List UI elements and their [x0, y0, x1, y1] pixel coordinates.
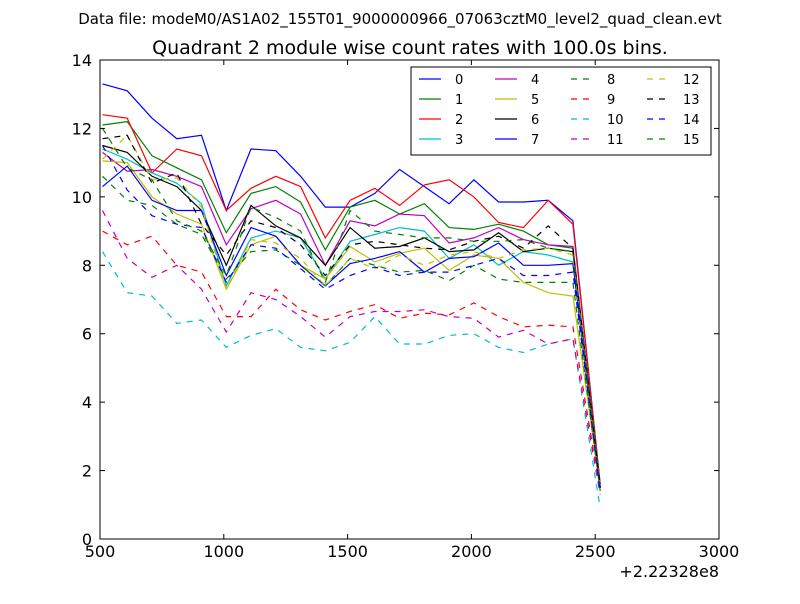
y-tick-label: 4 — [82, 393, 92, 412]
y-tick-label: 6 — [82, 325, 92, 344]
x-offset-label: +2.22328e8 — [619, 562, 719, 581]
legend-label-10: 10 — [607, 113, 624, 128]
legend-label-12: 12 — [683, 73, 700, 88]
x-tick-label: 2500 — [575, 542, 616, 561]
series-line-8 — [102, 175, 601, 492]
plot-area — [101, 83, 601, 509]
y-tick-label: 0 — [82, 530, 92, 549]
series-line-14 — [101, 145, 601, 492]
legend-box — [410, 66, 712, 156]
y-tick-label: 12 — [72, 119, 92, 138]
legend-label-0: 0 — [455, 73, 463, 88]
x-tick-label: 1500 — [327, 542, 368, 561]
legend-label-4: 4 — [531, 73, 539, 88]
y-tick-label: 8 — [82, 256, 92, 275]
legend-label-11: 11 — [607, 133, 624, 148]
legend-label-15: 15 — [683, 133, 700, 148]
series-line-9 — [102, 230, 601, 492]
x-tick-label: 500 — [85, 542, 116, 561]
legend-label-7: 7 — [531, 133, 539, 148]
legend-label-9: 9 — [607, 93, 615, 108]
legend-label-13: 13 — [683, 93, 700, 108]
series-line-4 — [102, 151, 601, 488]
legend-label-2: 2 — [455, 113, 463, 128]
y-tick-label: 2 — [82, 462, 92, 481]
x-tick-label: 1000 — [203, 542, 244, 561]
x-tick-label: 3000 — [699, 542, 740, 561]
series-line-1 — [102, 120, 601, 488]
legend-label-14: 14 — [683, 113, 700, 128]
series-line-13 — [102, 134, 601, 488]
series-line-15 — [101, 128, 601, 485]
legend-label-3: 3 — [455, 133, 463, 148]
series-line-10 — [101, 251, 601, 509]
chart-title: Quadrant 2 module wise count rates with … — [152, 37, 668, 59]
series-line-2 — [102, 114, 601, 485]
legend-label-1: 1 — [455, 93, 463, 108]
legend-label-5: 5 — [531, 93, 539, 108]
y-tick-label: 10 — [72, 188, 92, 207]
x-tick-label: 2000 — [451, 542, 492, 561]
suptitle: Data file: modeM0/AS1A02_155T01_90000009… — [78, 10, 722, 29]
series-line-6 — [102, 144, 601, 488]
y-tick-label: 14 — [72, 51, 92, 70]
axes-frame — [99, 59, 720, 540]
series-line-12 — [102, 134, 601, 488]
legend-label-8: 8 — [607, 73, 615, 88]
series-line-11 — [101, 210, 601, 495]
series-line-7 — [102, 165, 601, 488]
series-line-5 — [102, 160, 601, 488]
legend-label-6: 6 — [531, 113, 539, 128]
